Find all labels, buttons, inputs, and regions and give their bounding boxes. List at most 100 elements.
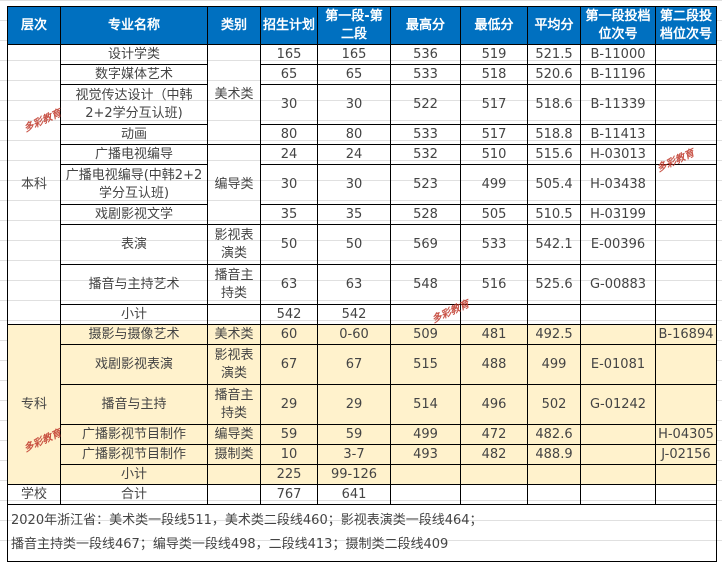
level-cell[interactable]: 本科	[7, 44, 61, 325]
max-score-cell[interactable]: 499	[390, 424, 461, 445]
rank1-cell[interactable]	[580, 444, 656, 465]
rank2-cell[interactable]	[655, 304, 717, 325]
major-cell[interactable]: 播音与主持艺术	[60, 264, 208, 305]
plan-cell[interactable]: 30	[260, 164, 318, 205]
avg-score-cell[interactable]	[527, 464, 581, 485]
major-cell[interactable]: 小计	[60, 464, 208, 485]
rank2-cell[interactable]	[655, 484, 717, 505]
avg-score-cell[interactable]: 542.1	[527, 224, 581, 265]
rank2-cell[interactable]: B-16894	[655, 324, 717, 345]
category-cell[interactable]	[207, 484, 261, 505]
min-score-cell[interactable]: 488	[460, 344, 528, 385]
rank2-cell[interactable]	[655, 344, 717, 385]
category-cell[interactable]: 影视表演类	[207, 224, 261, 265]
min-score-cell[interactable]: 516	[460, 264, 528, 305]
stage-plan-cell[interactable]: 24	[317, 144, 391, 165]
rank1-cell[interactable]: B-11339	[580, 84, 656, 125]
rank2-cell[interactable]	[655, 224, 717, 265]
header-cell[interactable]: 第一段-第二段	[317, 6, 391, 45]
min-score-cell[interactable]: 510	[460, 144, 528, 165]
min-score-cell[interactable]: 499	[460, 164, 528, 205]
plan-cell[interactable]: 165	[260, 44, 318, 65]
plan-cell[interactable]: 225	[260, 464, 318, 485]
major-cell[interactable]: 表演	[60, 224, 208, 265]
avg-score-cell[interactable]: 499	[527, 344, 581, 385]
plan-cell[interactable]: 50	[260, 224, 318, 265]
plan-cell[interactable]: 10	[260, 444, 318, 465]
rank1-cell[interactable]	[580, 304, 656, 325]
stage-plan-cell[interactable]: 30	[317, 84, 391, 125]
avg-score-cell[interactable]: 525.6	[527, 264, 581, 305]
max-score-cell[interactable]: 532	[390, 144, 461, 165]
major-cell[interactable]: 视觉传达设计（中韩2+2学分互认班)	[60, 84, 208, 125]
plan-cell[interactable]: 80	[260, 124, 318, 145]
min-score-cell[interactable]: 518	[460, 64, 528, 85]
note-cell[interactable]: 2020年浙江省：美术类一段线511，美术类二段线460；影视表演类一段线464…	[7, 504, 717, 562]
avg-score-cell[interactable]: 510.5	[527, 204, 581, 225]
plan-cell[interactable]: 60	[260, 324, 318, 345]
plan-cell[interactable]: 542	[260, 304, 318, 325]
rank1-cell[interactable]: H-03199	[580, 204, 656, 225]
avg-score-cell[interactable]: 518.8	[527, 124, 581, 145]
plan-cell[interactable]: 63	[260, 264, 318, 305]
rank1-cell[interactable]: E-01081	[580, 344, 656, 385]
header-cell[interactable]: 第二段投档位次号	[655, 6, 717, 45]
min-score-cell[interactable]: 481	[460, 324, 528, 345]
plan-cell[interactable]: 35	[260, 204, 318, 225]
stage-plan-cell[interactable]: 542	[317, 304, 391, 325]
rank2-cell[interactable]	[655, 204, 717, 225]
major-cell[interactable]: 戏剧影视表演	[60, 344, 208, 385]
avg-score-cell[interactable]: 488.9	[527, 444, 581, 465]
rank2-cell[interactable]	[655, 124, 717, 145]
major-cell[interactable]: 合计	[60, 484, 208, 505]
plan-cell[interactable]: 767	[260, 484, 318, 505]
avg-score-cell[interactable]: 515.6	[527, 144, 581, 165]
min-score-cell[interactable]: 517	[460, 84, 528, 125]
category-cell[interactable]: 播音主持类	[207, 384, 261, 425]
rank1-cell[interactable]: B-11413	[580, 124, 656, 145]
plan-cell[interactable]: 30	[260, 84, 318, 125]
max-score-cell[interactable]: 514	[390, 384, 461, 425]
category-cell[interactable]: 播音主持类	[207, 264, 261, 305]
major-cell[interactable]: 广播电视编导(中韩2+2学分互认班)	[60, 164, 208, 205]
rank1-cell[interactable]	[580, 484, 656, 505]
min-score-cell[interactable]: 472	[460, 424, 528, 445]
rank2-cell[interactable]	[655, 44, 717, 65]
stage-plan-cell[interactable]: 50	[317, 224, 391, 265]
category-cell[interactable]: 编导类	[207, 144, 261, 225]
stage-plan-cell[interactable]: 30	[317, 164, 391, 205]
avg-score-cell[interactable]: 505.4	[527, 164, 581, 205]
rank1-cell[interactable]: E-00396	[580, 224, 656, 265]
stage-plan-cell[interactable]: 59	[317, 424, 391, 445]
rank2-cell[interactable]	[655, 464, 717, 485]
major-cell[interactable]: 数字媒体艺术	[60, 64, 208, 85]
min-score-cell[interactable]	[460, 484, 528, 505]
stage-plan-cell[interactable]: 641	[317, 484, 391, 505]
header-cell[interactable]: 最高分	[390, 6, 461, 45]
rank1-cell[interactable]: G-00883	[580, 264, 656, 305]
header-cell[interactable]: 层次	[7, 6, 61, 45]
avg-score-cell[interactable]	[527, 484, 581, 505]
rank1-cell[interactable]: B-11196	[580, 64, 656, 85]
major-cell[interactable]: 广播电视编导	[60, 144, 208, 165]
rank1-cell[interactable]: H-03438	[580, 164, 656, 205]
min-score-cell[interactable]: 519	[460, 44, 528, 65]
major-cell[interactable]: 广播影视节目制作	[60, 424, 208, 445]
stage-plan-cell[interactable]: 65	[317, 64, 391, 85]
avg-score-cell[interactable]: 520.6	[527, 64, 581, 85]
rank1-cell[interactable]	[580, 464, 656, 485]
header-cell[interactable]: 最低分	[460, 6, 528, 45]
max-score-cell[interactable]	[390, 464, 461, 485]
level-cell[interactable]: 学校	[7, 484, 61, 505]
min-score-cell[interactable]: 505	[460, 204, 528, 225]
min-score-cell[interactable]	[460, 464, 528, 485]
rank2-cell[interactable]	[655, 164, 717, 205]
header-cell[interactable]: 类别	[207, 6, 261, 45]
category-cell[interactable]: 摄制类	[207, 444, 261, 465]
category-cell[interactable]: 影视表演类	[207, 344, 261, 385]
rank1-cell[interactable]	[580, 424, 656, 445]
header-cell[interactable]: 平均分	[527, 6, 581, 45]
plan-cell[interactable]: 65	[260, 64, 318, 85]
max-score-cell[interactable]: 533	[390, 124, 461, 145]
major-cell[interactable]: 小计	[60, 304, 208, 325]
